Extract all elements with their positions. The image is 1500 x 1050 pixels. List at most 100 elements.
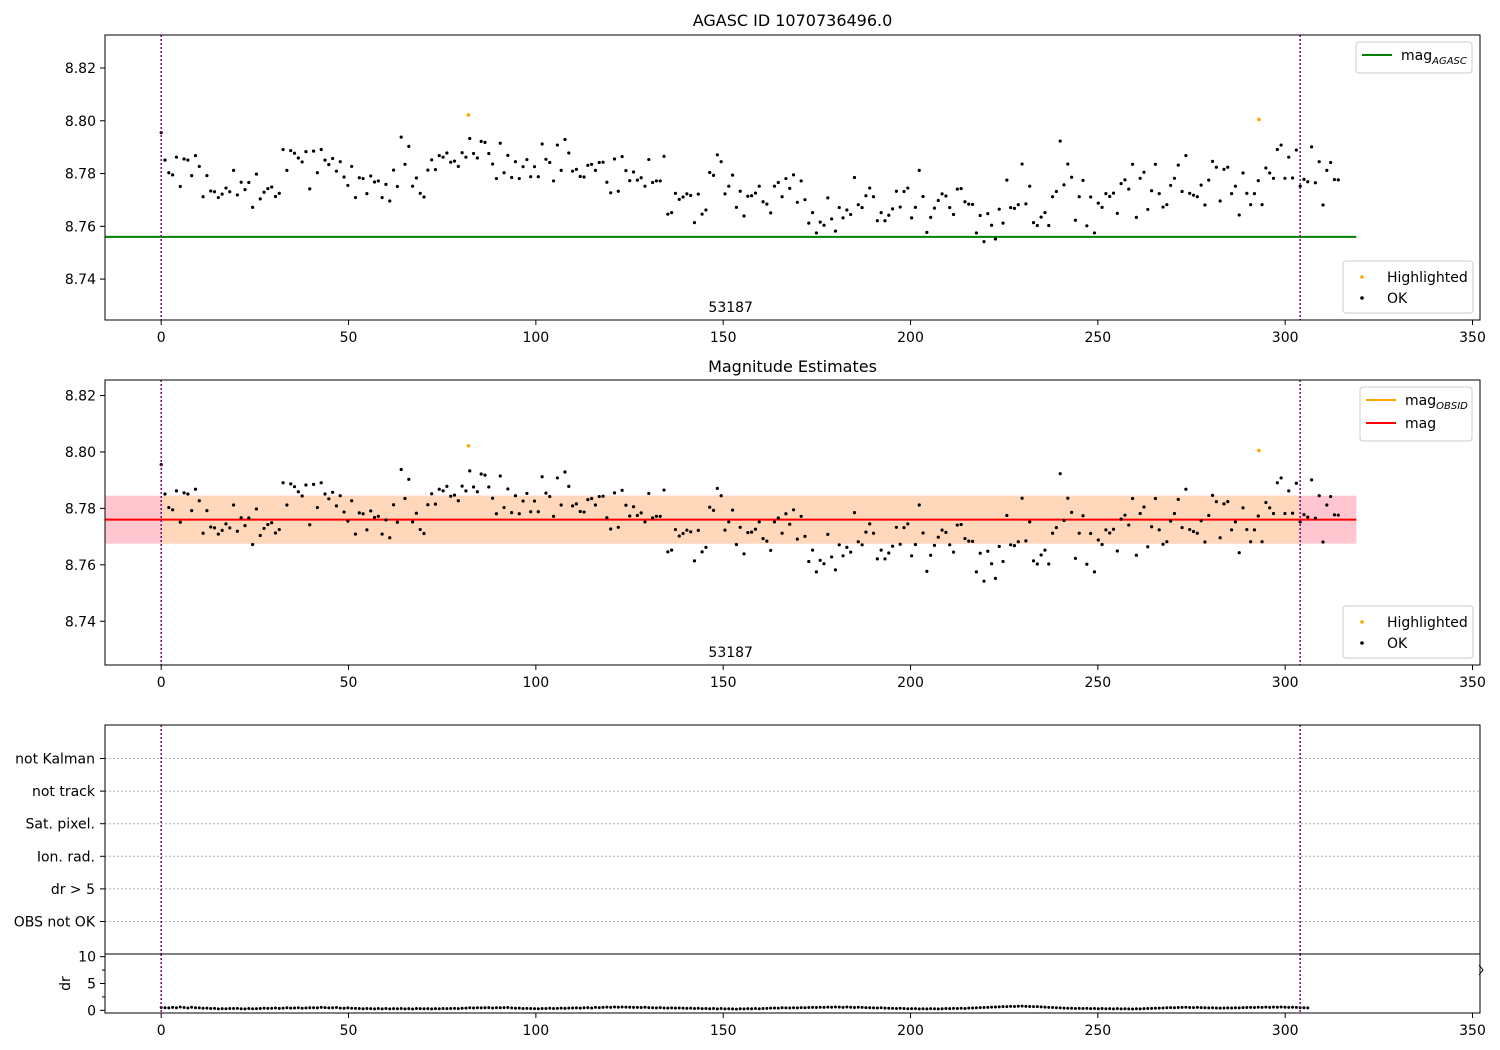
ok-point xyxy=(517,176,521,181)
ok-point xyxy=(887,213,891,217)
ok-point xyxy=(990,223,994,227)
ok-point xyxy=(578,174,582,179)
legend-frame xyxy=(1355,41,1473,74)
x-tick-label: 350 xyxy=(1459,1023,1486,1039)
highlighted-point xyxy=(1257,117,1261,122)
dr-point xyxy=(1001,1005,1005,1009)
ok-point xyxy=(1336,513,1340,517)
dr-point xyxy=(818,1005,822,1009)
ok-point xyxy=(1108,531,1112,535)
ok-point xyxy=(864,530,868,534)
ok-point xyxy=(624,503,628,507)
dr-point xyxy=(552,1007,556,1011)
dr-point xyxy=(502,1006,506,1010)
ok-point xyxy=(209,189,213,193)
dr-point xyxy=(666,1006,670,1010)
ok-point xyxy=(1054,525,1058,530)
dr-point xyxy=(312,1006,316,1010)
dr-point xyxy=(1104,1007,1108,1011)
dr-point xyxy=(1195,1005,1199,1009)
ok-point xyxy=(852,175,857,180)
ok-point xyxy=(1321,540,1325,544)
ok-point xyxy=(967,539,971,543)
ok-point xyxy=(1142,170,1146,174)
ok-point xyxy=(167,505,171,510)
ok-point xyxy=(487,151,491,156)
legend-label-highlighted: Highlighted xyxy=(1387,270,1468,286)
ok-point xyxy=(563,137,567,142)
ok-point xyxy=(711,508,716,512)
dr-point xyxy=(1294,1005,1298,1009)
ok-point xyxy=(372,180,377,184)
dr-point xyxy=(868,1006,872,1010)
ok-point xyxy=(765,202,769,206)
ok-point xyxy=(1104,191,1108,196)
ok-point xyxy=(1062,183,1066,187)
dr-point xyxy=(601,1005,605,1009)
ok-point xyxy=(281,147,285,152)
dr-point xyxy=(1043,1005,1047,1009)
ok-point xyxy=(868,186,872,190)
dr-point xyxy=(1165,1006,1169,1010)
ok-point xyxy=(772,184,777,188)
ok-point xyxy=(190,509,194,513)
ok-point xyxy=(1024,539,1028,543)
ok-point xyxy=(1066,162,1070,166)
ok-point xyxy=(380,532,384,536)
dr-point xyxy=(731,1007,735,1011)
ok-point xyxy=(582,510,586,514)
dr-point xyxy=(342,1006,346,1010)
ok-point xyxy=(559,503,563,507)
dr-point xyxy=(917,1007,921,1011)
obsid-label: 53187 xyxy=(708,645,753,661)
ok-point xyxy=(997,544,1001,549)
dr-point xyxy=(224,1007,228,1011)
dr-point xyxy=(437,1007,441,1011)
ok-point xyxy=(1035,562,1039,566)
ok-point xyxy=(201,531,205,535)
dr-point xyxy=(1192,1006,1196,1010)
ok-point xyxy=(1039,215,1043,219)
ok-point xyxy=(1031,559,1036,563)
ok-point xyxy=(323,492,327,496)
dr-point xyxy=(468,1006,472,1010)
ok-point xyxy=(951,212,956,217)
ok-point xyxy=(464,155,468,159)
ok-point xyxy=(1214,500,1218,504)
ok-point xyxy=(506,487,510,491)
ok-point xyxy=(167,171,171,175)
ok-point xyxy=(944,530,948,534)
ok-point xyxy=(285,503,289,507)
dr-point xyxy=(525,1006,529,1010)
ok-point xyxy=(986,549,990,553)
ok-point xyxy=(1138,511,1142,516)
dr-point xyxy=(910,1007,914,1011)
ok-point xyxy=(807,221,811,225)
y-tick-label: 0 xyxy=(87,1003,96,1019)
ok-point xyxy=(468,469,472,473)
axes-frame xyxy=(104,724,1481,955)
x-tick-label: 350 xyxy=(1459,330,1486,346)
ok-point xyxy=(1245,527,1249,532)
ok-point xyxy=(1123,513,1127,517)
ok-point xyxy=(692,559,697,563)
ok-point xyxy=(910,554,914,558)
ok-point xyxy=(1317,494,1321,498)
ok-point xyxy=(1001,221,1005,225)
ok-point xyxy=(1306,515,1310,519)
dr-point xyxy=(334,1006,338,1010)
ok-point xyxy=(1092,231,1097,235)
dr-point xyxy=(472,1006,476,1010)
ok-point xyxy=(784,512,788,516)
dr-point xyxy=(944,1007,948,1011)
dr-point xyxy=(1039,1005,1043,1009)
ok-point xyxy=(270,185,274,189)
dr-point xyxy=(449,1006,453,1010)
dr-point xyxy=(510,1006,514,1010)
dr-point xyxy=(1268,1005,1272,1009)
ok-point xyxy=(311,149,316,153)
dr-point xyxy=(373,1007,377,1011)
ok-point xyxy=(228,526,232,530)
ok-point xyxy=(810,210,815,215)
dr-point xyxy=(1249,1005,1253,1009)
